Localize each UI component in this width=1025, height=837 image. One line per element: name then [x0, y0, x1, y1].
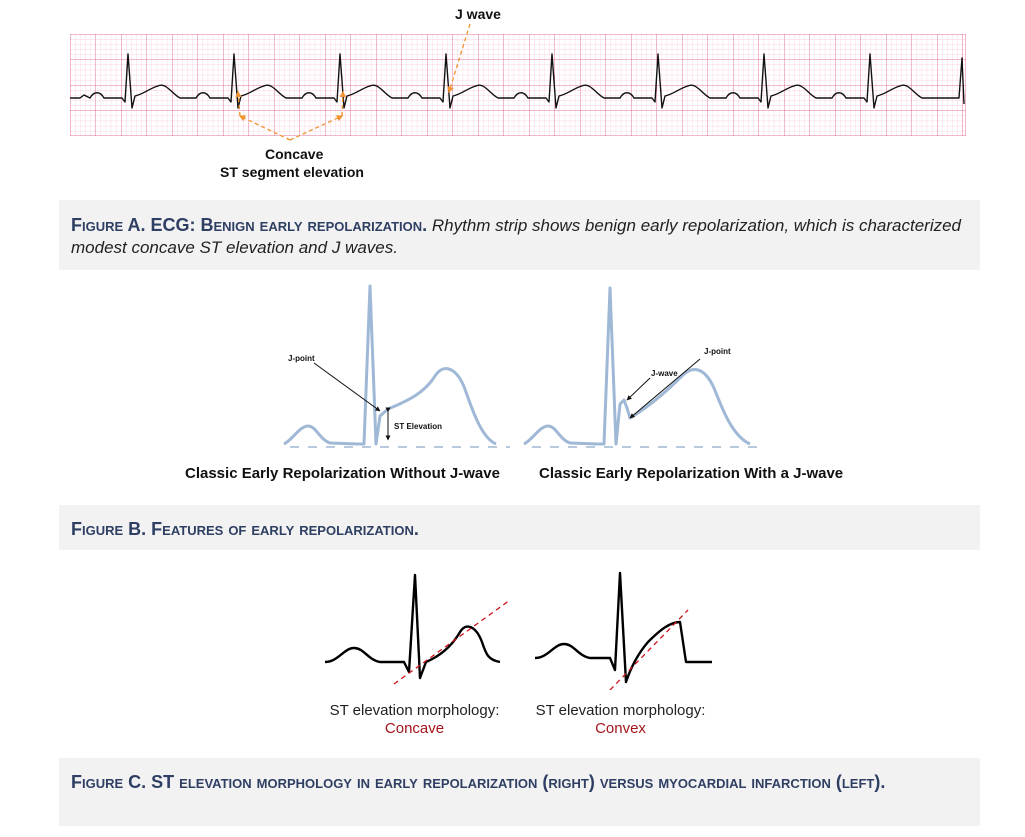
figure-a-caption-title: Figure A. ECG: Benign early repolarizati…: [71, 215, 428, 235]
figure-b-left-title: Classic Early Repolarization Without J-w…: [185, 465, 500, 482]
st-segment-elevation-label: ST segment elevation: [220, 164, 364, 180]
schematic-right-waveform: [523, 286, 751, 446]
j-wave-arrow: [447, 23, 471, 94]
figure-b-caption-title: Figure B. Features of early repolarizati…: [71, 519, 419, 539]
j-wave-arrow-right: [626, 377, 651, 401]
j-point-arrow-right: [629, 358, 701, 419]
j-point-label-left: J-point: [288, 354, 315, 363]
figure-c-caption: Figure C. ST elevation morphology in ear…: [59, 758, 980, 826]
figure-b-caption: Figure B. Features of early repolarizati…: [59, 505, 980, 550]
concave-tangent-line: [393, 599, 511, 685]
convex-morphology-type: Convex: [595, 720, 646, 737]
concave-label: Concave: [265, 146, 324, 162]
j-point-label-right: J-point: [704, 347, 731, 356]
convex-morphology-label: ST elevation morphology: Convex: [518, 702, 723, 738]
concave-arrow-right: [289, 115, 344, 141]
figure-b-right-title: Classic Early Repolarization With a J-wa…: [539, 465, 844, 482]
ecg-trace: [70, 53, 965, 109]
convex-morphology-text: ST elevation morphology:: [535, 702, 706, 719]
concave-morphology-text: ST elevation morphology:: [329, 702, 500, 719]
j-point-arrow-left: [313, 362, 381, 412]
schematic-left-waveform: [283, 284, 497, 446]
morphology-convex-diagram: [534, 571, 712, 690]
concave-arrow-left-up: [235, 90, 242, 117]
st-elevation-label: ST Elevation: [394, 422, 442, 431]
concave-morphology-label: ST elevation morphology: Concave: [312, 702, 517, 738]
annotation-arrows: [235, 23, 471, 141]
concave-morphology-type: Concave: [384, 720, 445, 737]
morphology-concave-diagram: [324, 573, 511, 685]
ecg-rhythm-strip: [70, 34, 966, 136]
ecg-grid: [70, 34, 966, 136]
convex-tangent-line: [609, 609, 689, 690]
figure-a-caption-text: Rhythm strip shows benign early repolari…: [71, 216, 961, 257]
figure-c-caption-title: Figure C. ST elevation morphology in ear…: [71, 772, 886, 792]
concave-arrow-left: [238, 115, 291, 141]
j-wave-label: J wave: [455, 6, 501, 22]
figure-b-schematics: J-point ST Elevation J-point J-wave: [283, 284, 762, 448]
figure-a-caption: Figure A. ECG: Benign early repolarizati…: [59, 200, 980, 270]
concave-arrow-right-up: [339, 90, 347, 117]
j-wave-label-right: J-wave: [651, 369, 678, 378]
